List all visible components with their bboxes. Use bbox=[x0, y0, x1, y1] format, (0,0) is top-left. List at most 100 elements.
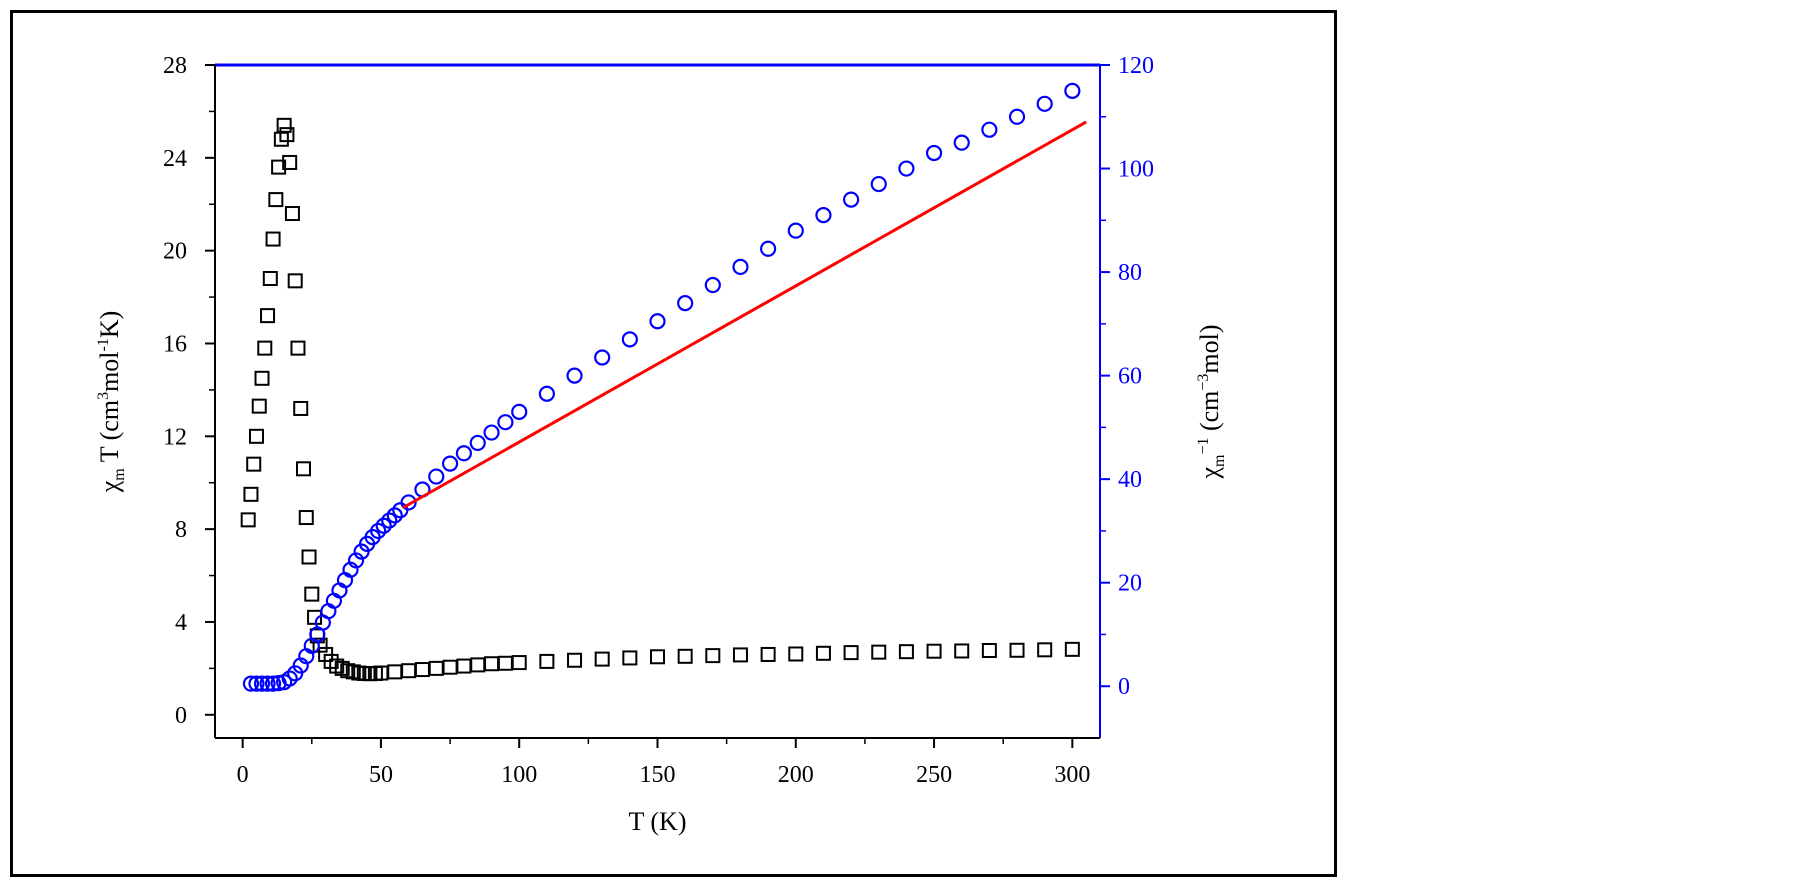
invchi-point bbox=[925, 144, 943, 162]
chiT-point bbox=[243, 486, 259, 502]
y-left-tick-label: 8 bbox=[175, 517, 187, 543]
chiT-point bbox=[414, 662, 430, 678]
chiT-point bbox=[732, 647, 748, 663]
marks bbox=[240, 82, 1087, 692]
y-left-sub: m bbox=[111, 468, 128, 481]
invchi-point bbox=[511, 403, 528, 420]
invchi-point bbox=[242, 675, 260, 692]
y-right-tick-label: 60 bbox=[1118, 364, 1142, 390]
y-right-chi: χ bbox=[1195, 467, 1224, 480]
y-left-tick-label: 0 bbox=[175, 703, 187, 729]
chiT-point bbox=[442, 659, 458, 675]
invchi-point bbox=[455, 445, 473, 462]
y-right-sup2: −3 bbox=[1195, 374, 1212, 391]
y-right-tick-label: 20 bbox=[1118, 571, 1142, 597]
chiT-point bbox=[705, 648, 721, 664]
invchi-point bbox=[370, 522, 387, 540]
y-right-sub: m bbox=[1211, 454, 1228, 467]
invchi-point bbox=[1064, 82, 1081, 99]
y-left-sup1: 3 bbox=[95, 392, 112, 400]
invchi-point bbox=[264, 675, 282, 692]
chiT-point bbox=[282, 154, 298, 170]
x-tick-label: 150 bbox=[640, 762, 676, 788]
chiT-point bbox=[497, 655, 513, 671]
chiT-point bbox=[296, 461, 311, 477]
chiT-point bbox=[788, 646, 804, 662]
chiT-point bbox=[248, 428, 264, 444]
chiT-point bbox=[251, 398, 267, 414]
chiT-point bbox=[265, 231, 281, 247]
chiT-point bbox=[815, 645, 831, 661]
chiT-point bbox=[926, 643, 942, 659]
invchi-point bbox=[400, 494, 417, 511]
y-left-k: K) bbox=[95, 311, 124, 338]
invchi-point bbox=[1036, 95, 1053, 112]
invchi-point bbox=[953, 134, 970, 151]
invchi-point bbox=[1008, 108, 1026, 125]
invchi-point bbox=[704, 276, 721, 294]
chiT-point bbox=[298, 510, 314, 526]
chiT-point bbox=[567, 652, 583, 668]
invchi-point bbox=[441, 455, 459, 472]
chiT-point bbox=[594, 651, 610, 667]
invchi-point bbox=[787, 222, 804, 239]
chiT-point bbox=[401, 663, 417, 679]
chiT-point bbox=[287, 273, 303, 289]
y-right-tick-label: 80 bbox=[1118, 260, 1142, 286]
chiT-point bbox=[898, 644, 914, 660]
chiT-point bbox=[240, 512, 256, 528]
chiT-point bbox=[301, 549, 317, 565]
invchi-point bbox=[428, 468, 445, 485]
chiT-point bbox=[484, 656, 500, 672]
chiT-point bbox=[456, 658, 472, 674]
chiT-point bbox=[954, 643, 970, 659]
y-left-t: T (cm bbox=[95, 400, 124, 468]
x-tick-label: 50 bbox=[369, 762, 393, 788]
chiT-point bbox=[254, 370, 270, 386]
chiT-point bbox=[257, 340, 273, 356]
y-left-tick-label: 4 bbox=[175, 610, 187, 636]
chiT-point bbox=[871, 644, 887, 660]
chiT-point bbox=[268, 192, 284, 208]
chiT-point bbox=[428, 660, 444, 676]
chiT-point bbox=[387, 664, 403, 680]
invchi-point bbox=[981, 121, 998, 138]
y-left-tick-label: 24 bbox=[163, 146, 187, 172]
plot-area bbox=[214, 63, 1101, 739]
chiT-point bbox=[276, 117, 292, 133]
chiT-point bbox=[981, 643, 997, 659]
chiT-point bbox=[293, 400, 309, 416]
invchi-point bbox=[347, 552, 365, 569]
invchi-point bbox=[469, 434, 486, 452]
invchi-point bbox=[386, 507, 403, 524]
x-tick-label: 300 bbox=[1054, 762, 1090, 788]
chiT-point bbox=[470, 657, 486, 673]
invchi-point bbox=[259, 675, 276, 692]
invchi-point bbox=[281, 670, 298, 687]
y-left-tick-label: 20 bbox=[163, 239, 187, 265]
y-right-tick-label: 120 bbox=[1118, 53, 1154, 79]
x-tick-label: 250 bbox=[916, 762, 952, 788]
chiT-point bbox=[290, 340, 306, 356]
y-axis-right-label: χm−1 (cm−3mol) bbox=[1195, 324, 1228, 479]
invchi-point bbox=[677, 295, 694, 312]
chiT-point bbox=[760, 646, 776, 662]
invchi-point bbox=[898, 160, 915, 177]
invchi-point bbox=[732, 258, 749, 275]
chiT-point bbox=[284, 206, 300, 222]
invchi-point bbox=[594, 349, 611, 366]
invchi-point bbox=[375, 517, 392, 534]
chiT-point bbox=[1064, 641, 1080, 657]
y-right-unit: (cm bbox=[1195, 391, 1224, 438]
y-left-tick-label: 12 bbox=[163, 424, 187, 450]
invchi-point bbox=[649, 313, 666, 330]
curie-weiss-fit-line bbox=[402, 120, 1087, 509]
invchi-point bbox=[381, 512, 398, 529]
chiT-point bbox=[1037, 642, 1053, 658]
x-tick-label: 0 bbox=[237, 762, 249, 788]
y-left-chi: χ bbox=[95, 480, 124, 493]
y-right-tick-label: 0 bbox=[1118, 674, 1130, 700]
chiT-point bbox=[271, 159, 287, 175]
invchi-point bbox=[870, 175, 887, 193]
